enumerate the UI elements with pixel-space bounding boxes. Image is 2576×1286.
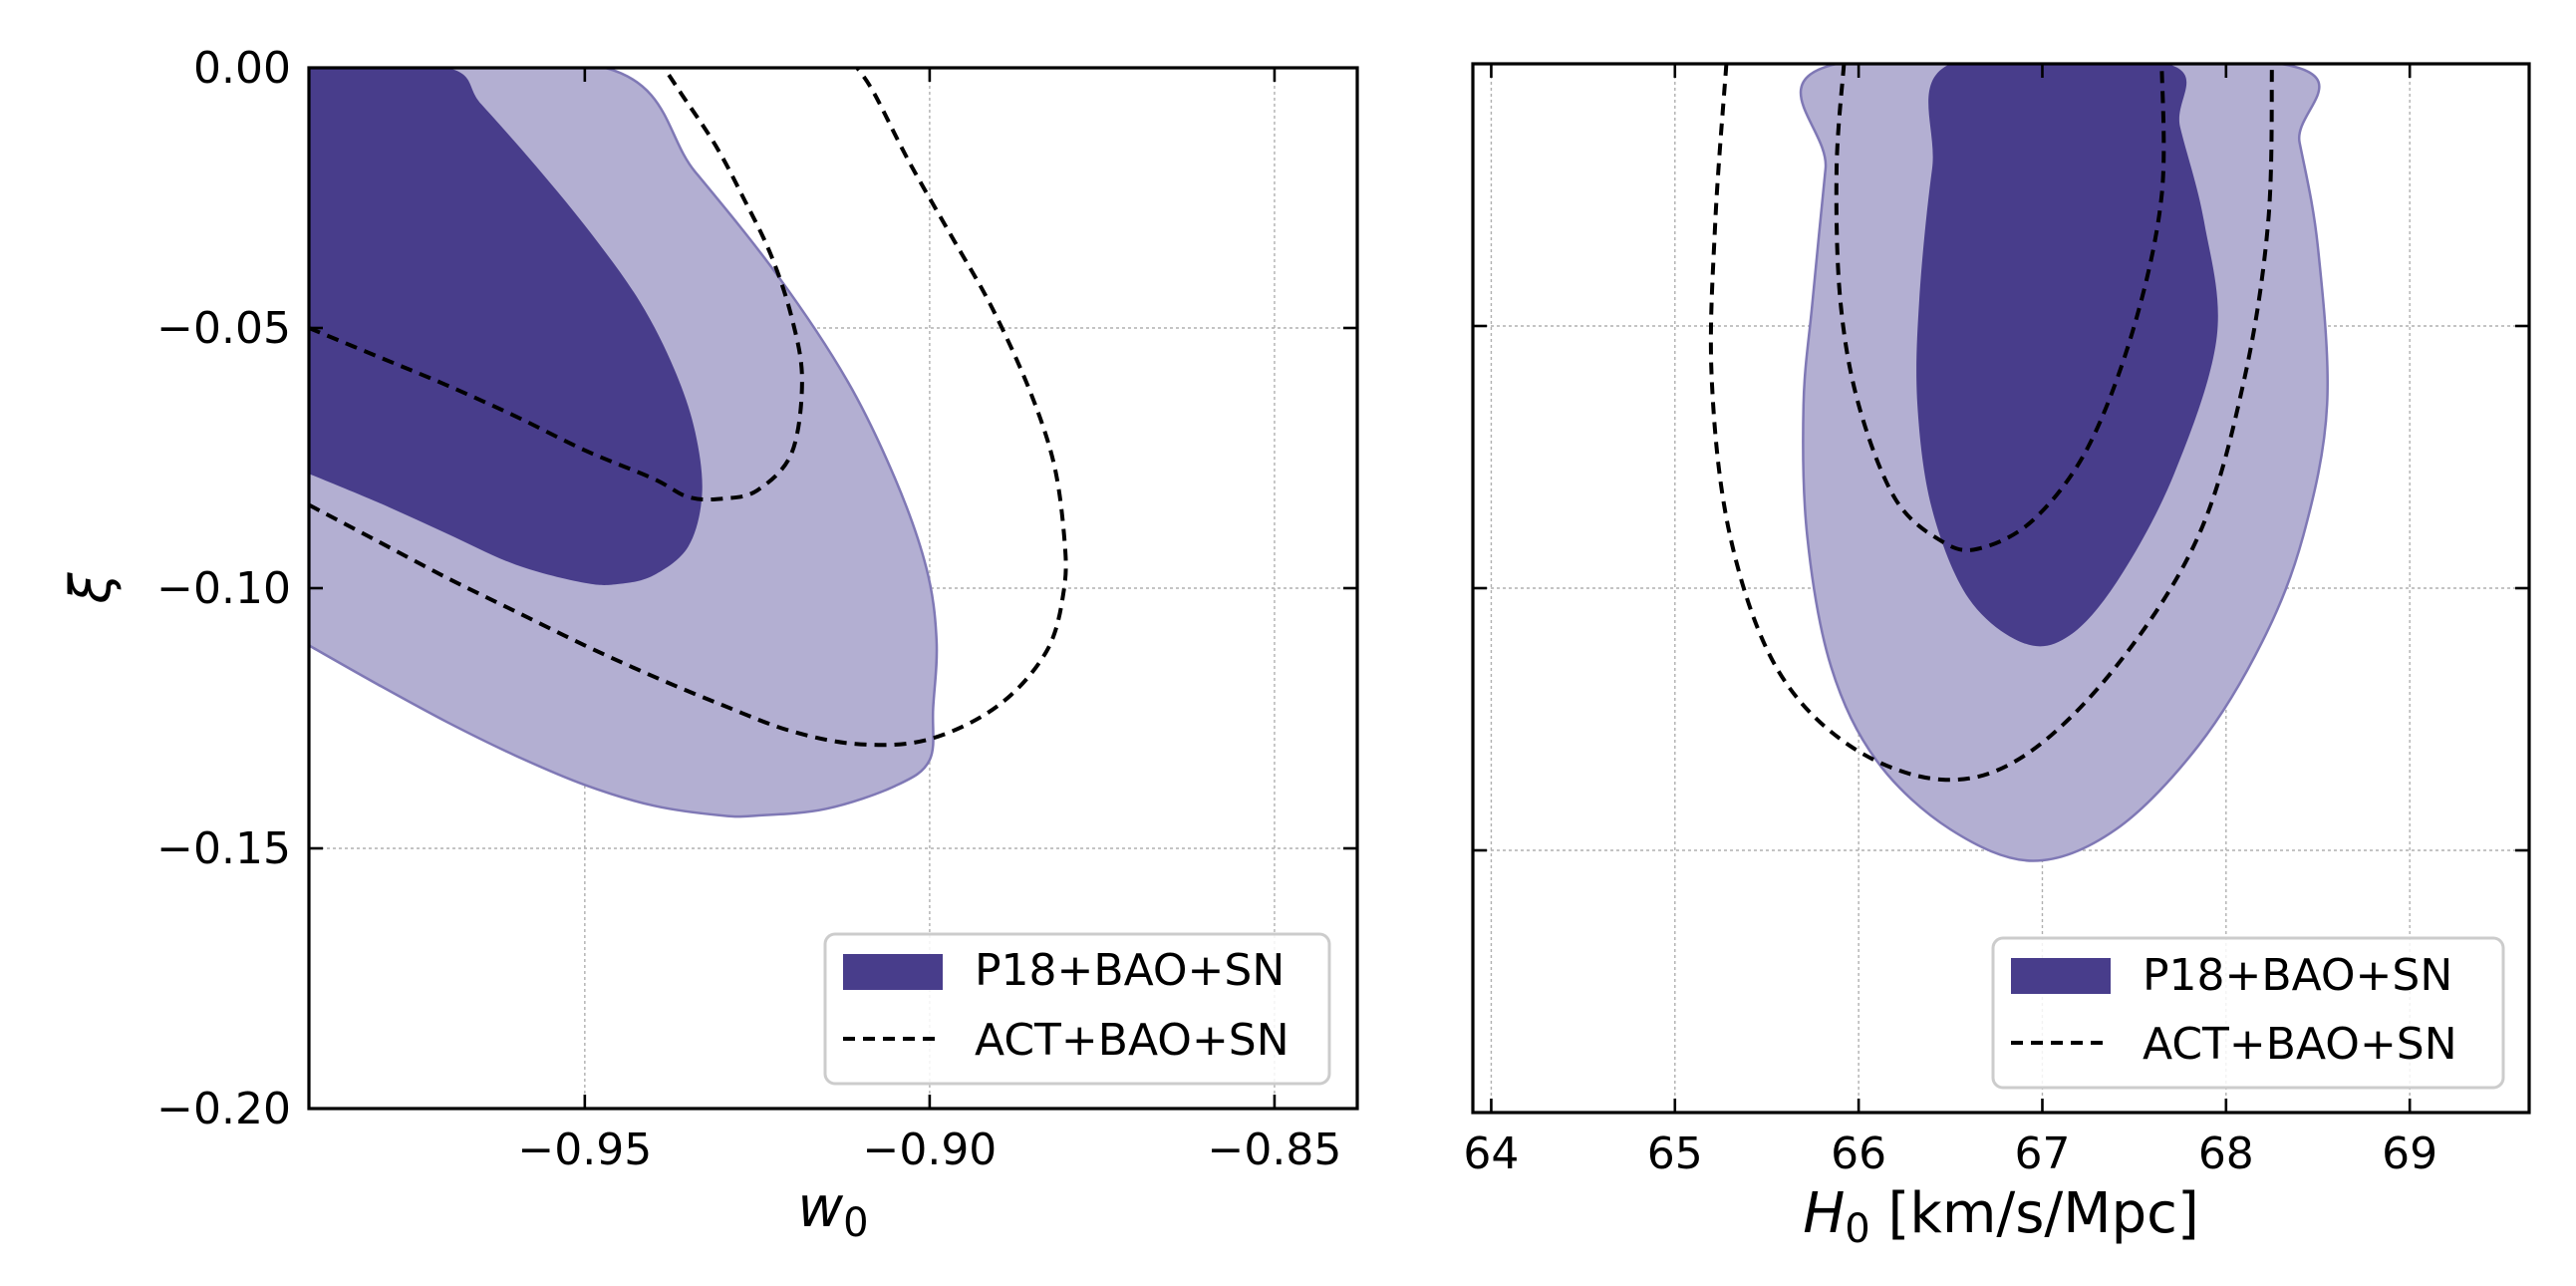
right-legend-swatch-p18 bbox=[2011, 958, 2111, 994]
x-tick-label-1: 65 bbox=[1647, 1128, 1703, 1179]
right-legend-box bbox=[1991, 936, 2505, 1090]
y-tick-label-3: −0.15 bbox=[156, 823, 291, 874]
right-panel-h0-xi: 64 65 66 67 68 69 H0 [km/s/Mpc] P18+BAO+SN AC… bbox=[1463, 62, 2531, 1252]
y-tick-label-1: −0.05 bbox=[156, 303, 291, 354]
left-ticks: −0.95 −0.90 −0.85 0.00 −0.05 −0.10 −0.15 −0.20 bbox=[156, 43, 1357, 1175]
right-legend-label-act: ACT+BAO+SN bbox=[2143, 1019, 2457, 1070]
right-ticks: 64 65 66 67 68 69 bbox=[1463, 62, 2529, 1179]
x-tick-label-1: −0.90 bbox=[862, 1125, 997, 1175]
right-p18-1sigma-contour bbox=[1916, 64, 2218, 647]
left-legend: P18+BAO+SN ACT+BAO+SN bbox=[823, 932, 1331, 1086]
x-tick-label-4: 68 bbox=[2198, 1128, 2254, 1179]
left-legend-swatch-p18 bbox=[843, 954, 943, 990]
y-tick-label-2: −0.10 bbox=[156, 563, 291, 614]
left-panel-w0-xi: −0.95 −0.90 −0.850.00−0.05−0.10−0.15−0.20 … bbox=[59, 43, 1359, 1246]
left-x-axis-label: w0 bbox=[797, 1175, 868, 1246]
x-tick-label-2: −0.85 bbox=[1208, 1125, 1342, 1175]
x-tick-label-0: 64 bbox=[1463, 1128, 1519, 1179]
left-y-axis-label: ξ bbox=[59, 572, 124, 605]
left-legend-label-act: ACT+BAO+SN bbox=[975, 1015, 1289, 1066]
y-tick-label-0: 0.00 bbox=[193, 43, 291, 94]
x-tick-label-0: −0.95 bbox=[517, 1125, 652, 1175]
right-act-outer-dashed-contour bbox=[1708, 64, 2274, 783]
left-p18-1sigma-contour bbox=[309, 68, 703, 585]
right-x-axis-label: H0 [km/s/Mpc] bbox=[1803, 1181, 2199, 1252]
left-act-outer-dashed-contour bbox=[309, 68, 1068, 748]
right-act-inner-dashed-contour bbox=[1834, 64, 2166, 552]
x-tick-label-2: 66 bbox=[1831, 1128, 1886, 1179]
left-legend-box bbox=[823, 932, 1331, 1086]
left-act-inner-dashed-contour bbox=[309, 68, 804, 502]
right-legend: P18+BAO+SN ACT+BAO+SN bbox=[1991, 936, 2505, 1090]
x-tick-label-3: 67 bbox=[2014, 1128, 2070, 1179]
y-tick-label-4: −0.20 bbox=[156, 1084, 291, 1134]
x-tick-label-5: 69 bbox=[2382, 1128, 2437, 1179]
left-legend-label-p18: P18+BAO+SN bbox=[975, 945, 1285, 996]
right-legend-label-p18: P18+BAO+SN bbox=[2143, 950, 2452, 1001]
